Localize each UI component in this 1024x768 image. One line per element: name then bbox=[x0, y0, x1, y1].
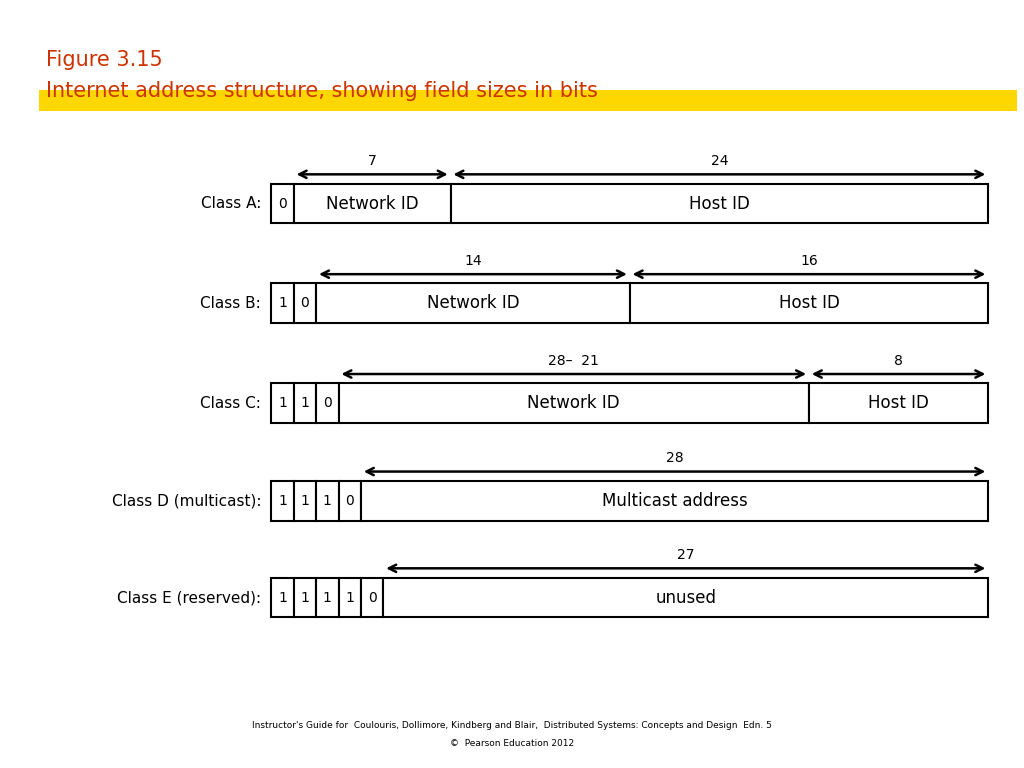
Text: 8: 8 bbox=[894, 354, 903, 368]
Bar bbox=[271, 578, 294, 617]
Bar bbox=[339, 481, 361, 521]
Text: 0: 0 bbox=[301, 296, 309, 310]
Text: 0: 0 bbox=[279, 197, 287, 210]
Text: Class E (reserved):: Class E (reserved): bbox=[117, 590, 261, 605]
Bar bbox=[316, 383, 339, 423]
Text: 1: 1 bbox=[279, 396, 287, 410]
Text: 1: 1 bbox=[279, 296, 287, 310]
Text: 7: 7 bbox=[368, 154, 377, 168]
Bar bbox=[271, 283, 294, 323]
Text: Class C:: Class C: bbox=[201, 396, 261, 411]
Bar bbox=[271, 184, 294, 223]
Text: 14: 14 bbox=[464, 254, 481, 268]
Text: Class D (multicast):: Class D (multicast): bbox=[112, 493, 261, 508]
Bar bbox=[339, 383, 809, 423]
Text: Figure 3.15: Figure 3.15 bbox=[46, 50, 163, 70]
Bar bbox=[316, 481, 339, 521]
Bar bbox=[316, 578, 339, 617]
Text: Network ID: Network ID bbox=[326, 194, 419, 213]
Text: 16: 16 bbox=[800, 254, 818, 268]
Bar bbox=[383, 578, 988, 617]
Bar bbox=[361, 481, 988, 521]
Text: Host ID: Host ID bbox=[689, 194, 750, 213]
Text: 28–  21: 28– 21 bbox=[548, 354, 599, 368]
Text: Instructor's Guide for  Coulouris, Dollimore, Kindberg and Blair,  Distributed S: Instructor's Guide for Coulouris, Dollim… bbox=[252, 721, 772, 730]
Text: Class A:: Class A: bbox=[201, 196, 261, 211]
Text: 24: 24 bbox=[711, 154, 728, 168]
Text: 0: 0 bbox=[368, 591, 377, 604]
Text: 1: 1 bbox=[300, 396, 309, 410]
Bar bbox=[809, 383, 988, 423]
Text: Internet address structure, showing field sizes in bits: Internet address structure, showing fiel… bbox=[46, 81, 598, 101]
Bar bbox=[339, 578, 361, 617]
Bar bbox=[39, 90, 1017, 111]
Text: 0: 0 bbox=[345, 494, 354, 508]
Bar bbox=[451, 184, 988, 223]
Bar bbox=[361, 578, 383, 617]
Text: 1: 1 bbox=[300, 591, 309, 604]
Text: Host ID: Host ID bbox=[778, 294, 840, 313]
Text: Host ID: Host ID bbox=[868, 394, 929, 412]
Bar bbox=[294, 283, 316, 323]
Bar bbox=[271, 383, 294, 423]
Bar bbox=[630, 283, 988, 323]
Text: 1: 1 bbox=[323, 591, 332, 604]
Text: unused: unused bbox=[655, 588, 716, 607]
Text: 1: 1 bbox=[279, 494, 287, 508]
Bar bbox=[316, 283, 630, 323]
Bar bbox=[294, 184, 451, 223]
Text: 1: 1 bbox=[345, 591, 354, 604]
Text: 0: 0 bbox=[323, 396, 332, 410]
Text: ©  Pearson Education 2012: © Pearson Education 2012 bbox=[450, 739, 574, 748]
Bar bbox=[271, 481, 294, 521]
Text: 27: 27 bbox=[677, 548, 694, 562]
Text: Network ID: Network ID bbox=[527, 394, 621, 412]
Text: Multicast address: Multicast address bbox=[602, 492, 748, 510]
Text: Network ID: Network ID bbox=[427, 294, 519, 313]
Bar bbox=[294, 578, 316, 617]
Text: Class B:: Class B: bbox=[201, 296, 261, 311]
Text: 28: 28 bbox=[666, 452, 683, 465]
Text: 1: 1 bbox=[323, 494, 332, 508]
Text: 1: 1 bbox=[300, 494, 309, 508]
Text: 1: 1 bbox=[279, 591, 287, 604]
Bar bbox=[294, 481, 316, 521]
Bar bbox=[294, 383, 316, 423]
